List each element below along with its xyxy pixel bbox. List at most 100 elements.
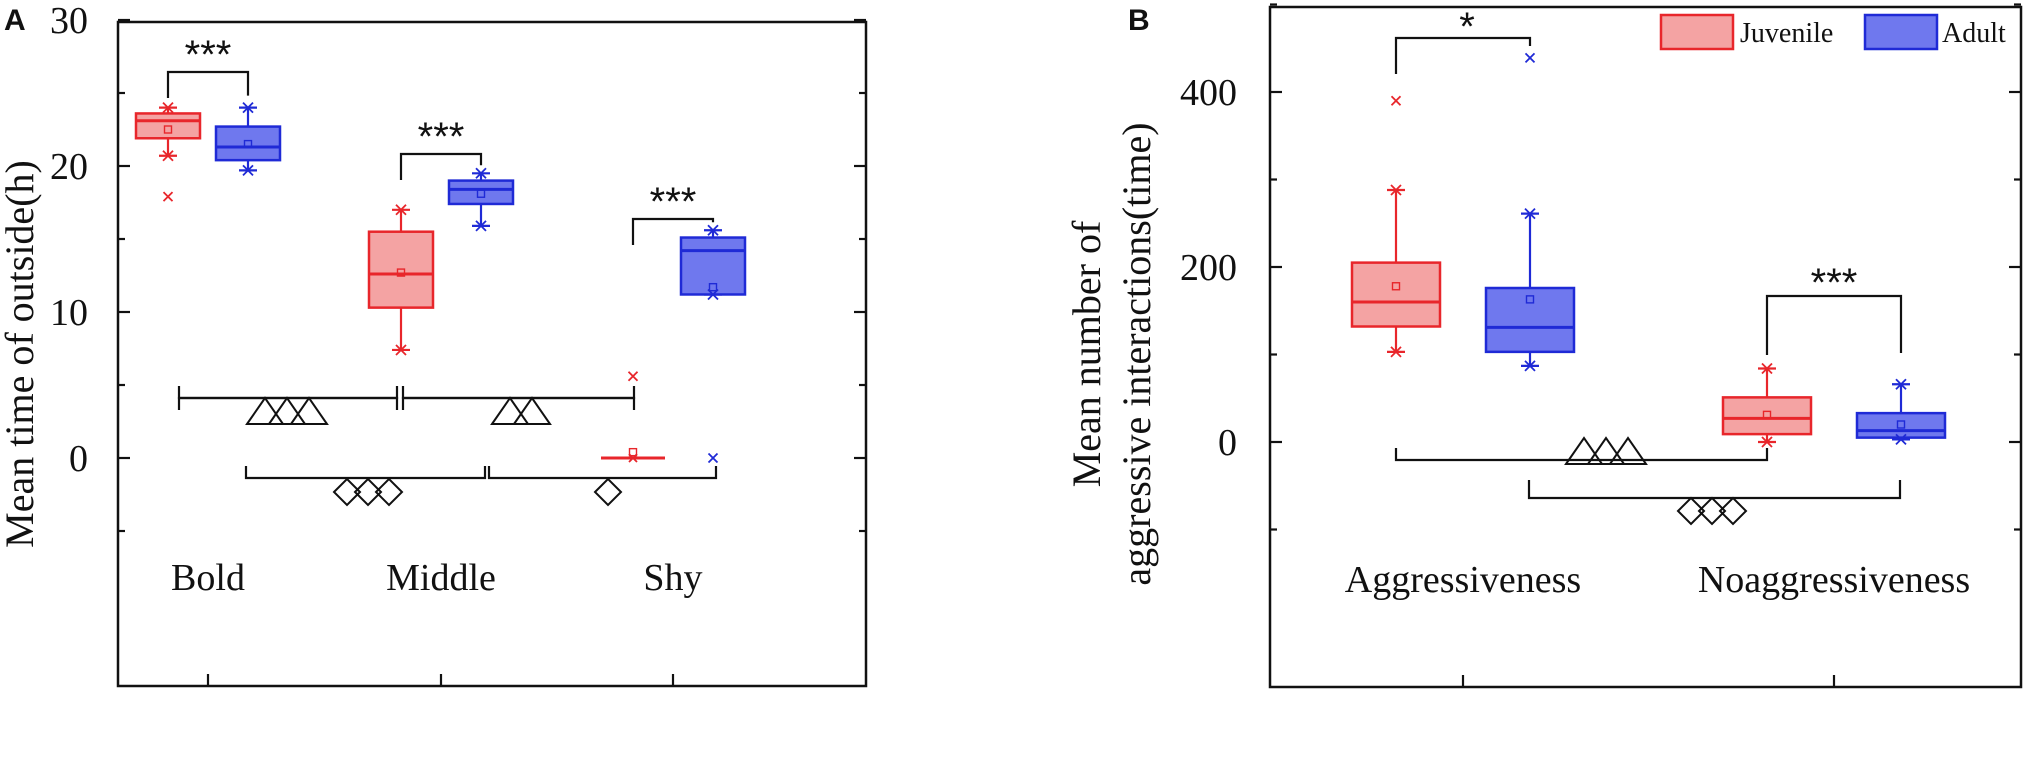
a-sig-bold-bracket: [166, 70, 250, 98]
panel-b: B 0 200 400 Aggressiveness Noaggressiveness…: [1064, 3, 2023, 689]
a-bold-juvenile-mean: [163, 125, 173, 134]
legend-swatch-juvenile: [1659, 13, 1735, 51]
b-noaggressiveness-adult-min-marker: [1895, 433, 1907, 446]
b-noaggressiveness-juvenile-min-marker: [1761, 436, 1773, 448]
panel-b-y-axis-label-line1: Mean number of: [1064, 220, 1109, 487]
b-y-tick-label-200: 200: [1180, 247, 1237, 289]
a-group-bracket-triangles-middle-shy-stub: [401, 386, 636, 400]
b-marker-diamond-2: [1718, 496, 1748, 526]
panel-a-boxes: [134, 101, 747, 464]
a-middle-adult-box: [447, 179, 515, 206]
a-marker-triangle-middle-shy-0: [490, 396, 530, 425]
a-sig-bold-label: ***: [185, 33, 232, 77]
a-middle-juvenile-mean: [396, 268, 406, 277]
b-sig-noaggressiveness-label: ***: [1811, 261, 1858, 305]
b-aggressiveness-adult-outlier-0: [1524, 52, 1536, 64]
a-sig-shy-label: ***: [650, 180, 697, 224]
b-aggressiveness-juvenile-min-marker: [1390, 346, 1402, 358]
b-noaggressiveness-juvenile-box: [1721, 396, 1813, 436]
a-group-bracket-triangles-middle-shy: [401, 396, 636, 410]
a-sig-middle-bracket: [399, 152, 483, 180]
a-y-tick-label-20: 20: [50, 146, 88, 188]
a-bold-adult-min-marker: [242, 164, 254, 177]
panel-b-boxes: [1350, 52, 1947, 448]
b-sig-noaggressiveness-bracket: [1765, 294, 1903, 355]
b-aggressiveness-juvenile-max-marker: [1390, 184, 1402, 196]
a-shy-adult-max-marker: [707, 224, 719, 236]
a-shy-juvenile-mean: [628, 447, 638, 457]
a-bold-juvenile-min-marker: [162, 150, 174, 162]
b-noaggressiveness-juvenile-max-marker: [1761, 362, 1773, 375]
a-x-tick-label-middle: Middle: [386, 557, 496, 599]
panel-b-significance: ****: [1394, 5, 1903, 526]
a-marker-diamond-bold-middle-1: [353, 477, 383, 507]
b-aggressiveness-juvenile-box: [1350, 261, 1442, 328]
a-middle-juvenile-min-marker: [395, 344, 407, 356]
a-bold-juvenile-max-marker: [162, 101, 174, 114]
a-middle-adult-min-marker: [475, 220, 487, 232]
b-x-tick-label-noaggressiveness: Noaggressiveness: [1698, 559, 1970, 601]
b-aggressiveness-adult-min-marker: [1524, 360, 1536, 372]
a-marker-diamond-middle-shy-0: [593, 477, 623, 507]
a-shy-juvenile-outlier-0: [627, 371, 639, 382]
panel-a-letter: A: [4, 4, 26, 37]
panel-b-letter: B: [1128, 4, 1150, 37]
a-group-bracket-diamonds-bold-middle: [244, 466, 487, 480]
panel-b-legend: Juvenile Adult: [1659, 13, 2006, 51]
a-marker-diamond-bold-middle-2: [374, 477, 404, 507]
a-middle-juvenile-box: [367, 230, 435, 309]
a-y-tick-label-30: 30: [50, 0, 88, 42]
a-sig-middle-label: ***: [418, 115, 465, 159]
legend-label-juvenile: Juvenile: [1740, 18, 1833, 49]
b-noaggressiveness-juvenile-mean: [1762, 410, 1772, 420]
b-x-tick-label-aggressiveness: Aggressiveness: [1345, 559, 1581, 601]
a-bold-juvenile-outlier-0: [162, 191, 174, 202]
b-sig-aggressiveness-bracket: [1394, 36, 1532, 74]
a-group-bracket-triangles-bold-middle-stub: [177, 386, 399, 400]
a-middle-adult-max-marker: [475, 167, 487, 179]
panel-a-plot-frame: [116, 20, 868, 688]
a-bold-adult-mean: [243, 139, 253, 149]
a-middle-juvenile-max-marker: [395, 204, 407, 216]
a-marker-triangle-bold-middle-2: [289, 396, 329, 425]
b-noaggressiveness-adult-box: [1855, 411, 1947, 439]
b-aggressiveness-adult-box: [1484, 286, 1576, 354]
a-middle-adult-mean: [476, 189, 486, 198]
a-y-tick-label-0: 0: [69, 438, 88, 480]
b-group-bracket-triangles: [1394, 448, 1769, 462]
legend-label-adult: Adult: [1942, 18, 2006, 49]
legend-swatch-adult: [1863, 13, 1939, 51]
b-marker-diamond-0: [1676, 496, 1706, 526]
a-x-tick-label-bold: Bold: [171, 557, 245, 599]
panel-b-y-ticks: 0 200 400: [1180, 3, 2021, 531]
b-noaggressiveness-adult-max-marker: [1895, 378, 1907, 390]
b-aggressiveness-juvenile-outlier-0: [1390, 95, 1402, 106]
panel-b-y-axis-label-line2: aggressive interactions(time): [1114, 122, 1159, 585]
a-y-tick-label-10: 10: [50, 292, 88, 334]
b-marker-diamond-1: [1697, 496, 1727, 526]
a-marker-triangle-bold-middle-0: [245, 396, 285, 425]
b-aggressiveness-juvenile-mean: [1391, 282, 1401, 291]
a-marker-diamond-bold-middle-0: [332, 477, 362, 507]
panel-a-y-axis-label: Mean time of outside(h): [0, 160, 42, 548]
panel-a-y-ticks: 0 10 20 30: [50, 0, 866, 533]
a-shy-adult-mean: [708, 282, 718, 292]
a-group-bracket-diamonds-middle-shy: [487, 466, 718, 480]
a-bold-adult-box: [214, 125, 282, 162]
panel-a: A 0 10 20 30 Bold Middle Shy Mean time of out…: [0, 0, 868, 688]
b-noaggressiveness-adult-mean: [1896, 420, 1906, 429]
b-y-tick-label-400: 400: [1180, 72, 1237, 114]
b-y-tick-label-0: 0: [1218, 422, 1237, 464]
a-x-tick-label-shy: Shy: [643, 557, 702, 599]
b-aggressiveness-adult-mean: [1525, 295, 1535, 304]
b-marker-triangle-2: [1608, 436, 1648, 465]
b-aggressiveness-adult-max-marker: [1524, 207, 1536, 220]
panel-a-x-ticks: Bold Middle Shy: [171, 557, 703, 686]
b-marker-triangle-0: [1564, 436, 1604, 465]
b-marker-triangle-1: [1586, 436, 1626, 465]
a-sig-shy-bracket: [631, 217, 715, 245]
a-marker-triangle-middle-shy-1: [512, 396, 552, 425]
panel-b-x-ticks: Aggressiveness Noaggressiveness: [1345, 559, 1970, 687]
panel-a-significance: *** *** ***: [166, 33, 718, 507]
